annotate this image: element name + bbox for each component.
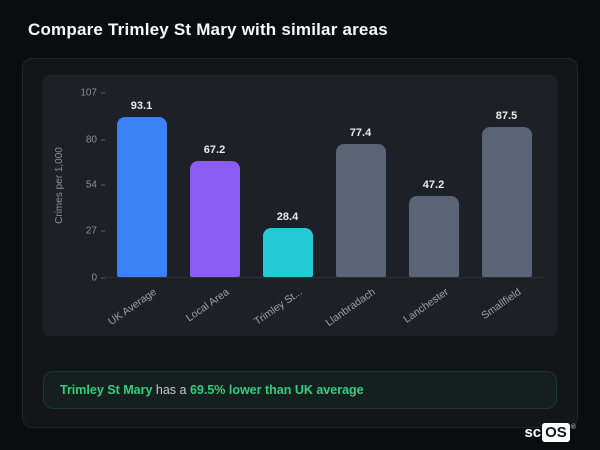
bar-Local Area[interactable] [189,161,240,277]
x-axis-label: Lanchester [400,286,451,326]
bar-slot: 67.2 [178,93,251,277]
bar-value-label: 87.5 [495,109,518,122]
x-axis-labels: UK Average Local Area Trimley St... Llanbra… [105,278,543,334]
x-label-slot: Trimley St... [251,278,324,334]
bar-Lanchester[interactable] [408,195,459,277]
bar-chart: Crimes per 1,000 0 27 54 80 107 93.1 67.2 28.4… [43,75,557,336]
note-middle-text: has a [152,383,190,397]
page-title: Compare Trimley St Mary with similar are… [28,20,388,39]
x-label-slot: Llanbradach [323,278,397,334]
plot-area: 93.1 67.2 28.4 77.4 47.2 87.5 [105,93,543,278]
x-axis-label: UK Average [105,286,159,328]
y-axis-ticks: 0 27 54 80 107 [69,88,105,284]
scos-logo: sc OS ® [524,423,576,442]
x-label-slot: Local Area [178,278,251,334]
x-label-slot: Lanchester [397,278,470,334]
y-tick-label: 80 [86,134,105,145]
bar-UK Average[interactable] [116,116,167,277]
bar-slot: 93.1 [105,93,178,277]
x-axis-label: Smallfield [479,286,524,322]
registered-mark: ® [570,424,576,431]
bar-value-label: 28.4 [276,211,299,224]
bar-slot: 47.2 [397,93,470,277]
bar-slot: 28.4 [251,93,324,277]
bar-slot: 77.4 [324,93,397,277]
y-tick-label: 0 [91,273,105,284]
bar-Llanbradach[interactable] [335,143,386,277]
logo-prefix: sc [524,424,542,441]
bar-Trimley St...[interactable] [262,228,313,277]
bar-Smallfield[interactable] [481,126,532,277]
x-axis-label: Trimley St... [251,286,305,328]
y-axis-title: Crimes per 1,000 [53,147,65,224]
logo-suffix: OS [542,423,570,442]
note-highlight: 69.5% lower than UK average [189,383,364,397]
bar-value-label: 47.2 [422,178,445,191]
bar-value-label: 93.1 [130,99,153,112]
note-subject: Trimley St Mary [60,383,153,397]
y-axis-title-column: Crimes per 1,000 [49,93,69,278]
x-axis-label: Llanbradach [323,286,378,329]
chart-card: Crimes per 1,000 0 27 54 80 107 93.1 67.2 28.4… [22,58,578,428]
y-tick-label: 27 [86,226,105,237]
x-axis-label: Local Area [183,286,232,325]
bar-slot: 87.5 [470,93,543,277]
y-tick-label: 54 [86,179,105,190]
y-tick-label: 107 [80,88,105,99]
bar-value-label: 77.4 [349,126,372,139]
x-label-slot: Smallfield [470,278,543,334]
x-label-slot: UK Average [105,278,178,334]
summary-note: Trimley St Mary has a 69.5% lower than U… [43,371,557,409]
bar-value-label: 67.2 [203,144,226,157]
